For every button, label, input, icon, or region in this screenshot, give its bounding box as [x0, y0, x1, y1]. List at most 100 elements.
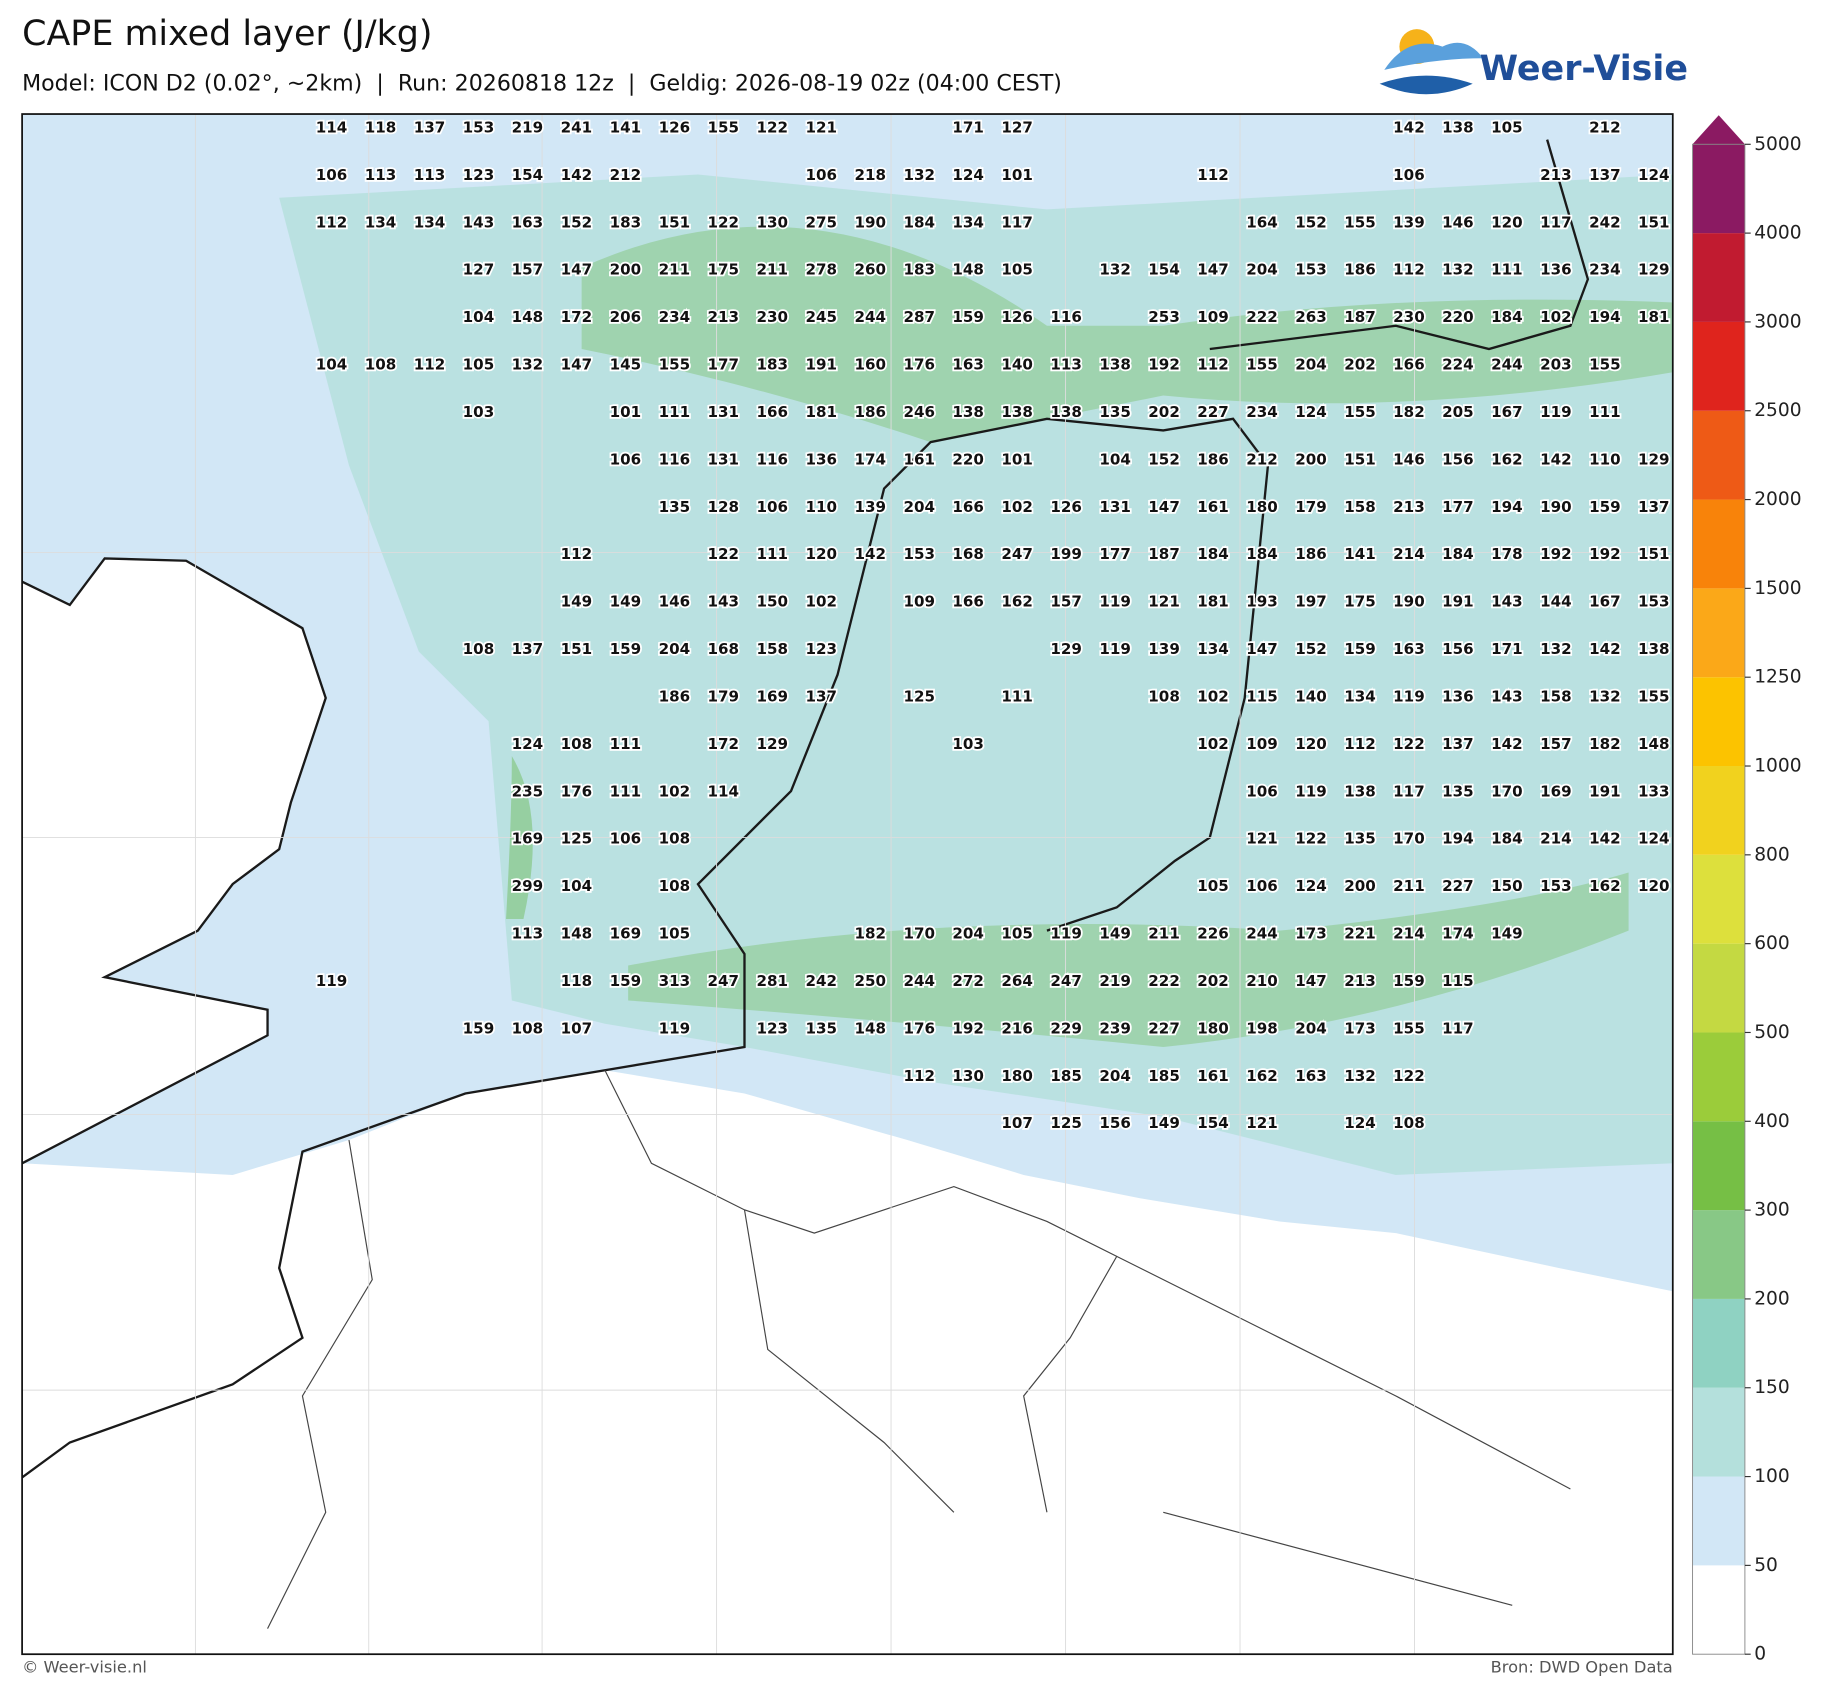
cape-value: 149 [561, 593, 593, 611]
colorbar-segment [1692, 943, 1745, 1033]
cape-value: 230 [1393, 308, 1425, 326]
cape-value: 152 [561, 213, 593, 231]
cape-value: 131 [708, 403, 740, 421]
cape-value: 122 [1393, 1067, 1425, 1085]
cape-value: 204 [1099, 1067, 1131, 1085]
cape-value: 151 [561, 640, 593, 658]
cape-value: 155 [1344, 213, 1376, 231]
colorbar-segment [1692, 1565, 1745, 1655]
cape-value: 168 [952, 545, 984, 563]
cape-value: 162 [1246, 1067, 1278, 1085]
cape-value: 253 [1148, 308, 1180, 326]
cape-value: 144 [1540, 593, 1572, 611]
cape-value: 107 [561, 1019, 593, 1037]
cape-value: 182 [1589, 735, 1621, 753]
cape-value: 169 [610, 925, 642, 943]
cape-value: 137 [1589, 166, 1621, 184]
cape-value: 182 [854, 925, 886, 943]
cape-value: 192 [952, 1019, 984, 1037]
title: CAPE mixed layer (J/kg) [22, 14, 432, 54]
cape-value: 102 [1197, 687, 1229, 705]
cape-value: 154 [512, 166, 544, 184]
cape-value: 106 [1246, 877, 1278, 895]
cape-value: 135 [1442, 782, 1474, 800]
cape-value: 121 [1246, 1114, 1278, 1132]
cape-value: 128 [708, 498, 740, 516]
colorbar-segment [1692, 1210, 1745, 1299]
cape-value: 134 [952, 213, 984, 231]
colorbar-segment [1692, 854, 1745, 944]
cape-value: 173 [1295, 925, 1327, 943]
map-background [21, 113, 1674, 1656]
cape-value: 246 [903, 403, 935, 421]
cape-value: 153 [1540, 877, 1572, 895]
cape-value: 136 [1540, 261, 1572, 279]
cape-value: 192 [1540, 545, 1572, 563]
colorbar-extend [1692, 115, 1745, 145]
cape-value: 131 [1099, 498, 1131, 516]
cape-value: 122 [1295, 830, 1327, 848]
cape-value: 216 [1001, 1019, 1033, 1037]
colorbar-tick-label: 4000 [1754, 223, 1801, 244]
colorbar-tick-label: 600 [1754, 933, 1790, 954]
cape-value: 220 [1442, 308, 1474, 326]
cape-value: 164 [1246, 213, 1278, 231]
colorbar-segment [1692, 1121, 1745, 1211]
cape-value: 115 [1442, 972, 1474, 990]
cape-value: 146 [1442, 213, 1474, 231]
cape-value: 153 [1638, 593, 1670, 611]
cape-value: 142 [1540, 450, 1572, 468]
cape-value: 124 [952, 166, 984, 184]
cape-value: 220 [952, 450, 984, 468]
cape-value: 120 [1295, 735, 1327, 753]
cape-value: 106 [1246, 782, 1278, 800]
cape-value: 125 [1050, 1114, 1082, 1132]
colorbar-segment [1692, 410, 1745, 500]
colorbar-tick-label: 50 [1754, 1555, 1778, 1576]
cape-value: 108 [561, 735, 593, 753]
cape-value: 102 [1001, 498, 1033, 516]
cape-value: 150 [1491, 877, 1523, 895]
cape-value: 104 [316, 356, 348, 374]
cape-value: 127 [1001, 119, 1033, 137]
cape-value: 117 [1001, 213, 1033, 231]
cape-value: 190 [1540, 498, 1572, 516]
cape-value: 158 [1344, 498, 1376, 516]
cape-value: 114 [708, 782, 740, 800]
cape-value: 166 [1393, 356, 1425, 374]
cape-value: 186 [659, 687, 691, 705]
cape-value: 140 [1295, 687, 1327, 705]
cape-value: 138 [1442, 119, 1474, 137]
colorbar-tick-label: 0 [1754, 1644, 1766, 1665]
cape-value: 214 [1540, 830, 1572, 848]
cape-value: 126 [659, 119, 691, 137]
cape-value: 147 [1148, 498, 1180, 516]
cape-value: 106 [1393, 166, 1425, 184]
cape-value: 245 [805, 308, 837, 326]
colorbar-tick-label: 200 [1754, 1288, 1790, 1309]
cape-value: 272 [952, 972, 984, 990]
cape-value: 138 [1050, 403, 1082, 421]
cape-value: 204 [903, 498, 935, 516]
cape-value: 161 [1197, 1067, 1229, 1085]
cape-value: 132 [1099, 261, 1131, 279]
cape-value: 139 [1393, 213, 1425, 231]
cape-value: 206 [610, 308, 642, 326]
cape-value: 143 [1491, 687, 1523, 705]
cape-value: 234 [659, 308, 691, 326]
cape-value: 119 [1540, 403, 1572, 421]
cape-value: 180 [1197, 1019, 1229, 1037]
cape-value: 205 [1442, 403, 1474, 421]
cape-value: 174 [1442, 925, 1474, 943]
cape-value: 150 [757, 593, 789, 611]
cape-value: 113 [512, 925, 544, 943]
cape-value: 142 [1393, 119, 1425, 137]
cape-value: 102 [805, 593, 837, 611]
cape-value: 184 [1491, 830, 1523, 848]
cape-value: 162 [1001, 593, 1033, 611]
cape-value: 133 [1638, 782, 1670, 800]
cape-value: 210 [1246, 972, 1278, 990]
cape-value: 143 [708, 593, 740, 611]
cape-value: 202 [1148, 403, 1180, 421]
cape-value: 149 [610, 593, 642, 611]
